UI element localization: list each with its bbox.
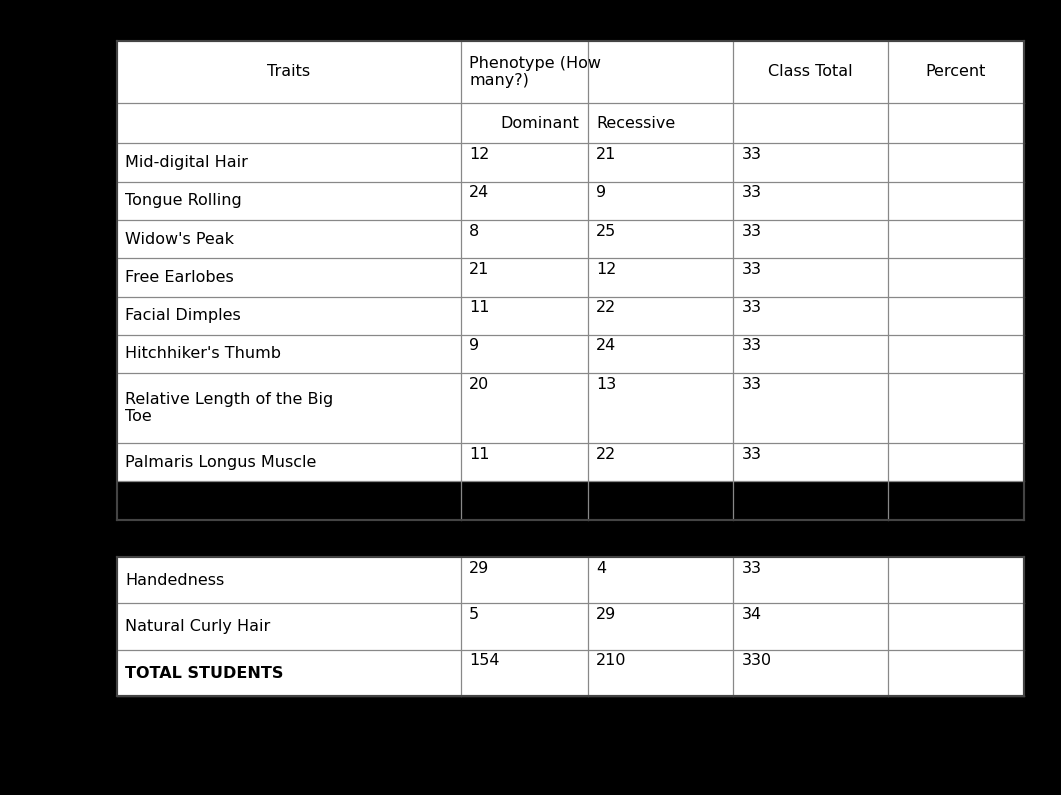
- Text: Natural Curly Hair: Natural Curly Hair: [125, 619, 271, 634]
- Text: 33: 33: [742, 185, 762, 200]
- Text: 5: 5: [469, 607, 480, 622]
- Text: 12: 12: [469, 147, 489, 162]
- Text: 33: 33: [742, 377, 762, 392]
- Text: 13: 13: [596, 377, 616, 392]
- Text: Facial Dimples: Facial Dimples: [125, 308, 241, 324]
- Text: Hitchhiker's Thumb: Hitchhiker's Thumb: [125, 347, 281, 362]
- Text: Bent Little Finger: Bent Little Finger: [125, 493, 263, 508]
- Text: 9: 9: [469, 339, 480, 354]
- Text: 24: 24: [469, 185, 489, 200]
- Text: Recessive: Recessive: [596, 115, 676, 130]
- Text: Percent: Percent: [926, 64, 986, 80]
- Text: Mid-digital Hair: Mid-digital Hair: [125, 155, 248, 170]
- Text: 34: 34: [742, 607, 762, 622]
- Text: 33: 33: [742, 447, 762, 462]
- Text: 33: 33: [742, 339, 762, 354]
- Text: Palmaris Longus Muscle: Palmaris Longus Muscle: [125, 455, 316, 470]
- Text: 330: 330: [742, 653, 771, 669]
- Text: Free Earlobes: Free Earlobes: [125, 270, 233, 285]
- Text: TOTAL STUDENTS: TOTAL STUDENTS: [125, 665, 283, 681]
- Text: Widow's Peak: Widow's Peak: [125, 231, 234, 246]
- Text: 4: 4: [596, 560, 607, 576]
- Text: 24: 24: [596, 339, 616, 354]
- Text: 33: 33: [742, 560, 762, 576]
- Text: Phenotype (How
many?): Phenotype (How many?): [469, 56, 602, 88]
- Text: 33: 33: [742, 485, 762, 500]
- Text: 12: 12: [596, 262, 616, 277]
- Text: 29: 29: [596, 485, 616, 500]
- Text: Dominant: Dominant: [501, 115, 579, 130]
- Text: 33: 33: [742, 147, 762, 162]
- Text: Traits: Traits: [267, 64, 310, 80]
- Text: 29: 29: [596, 607, 616, 622]
- Text: 210: 210: [596, 653, 627, 669]
- Bar: [457, 41, 464, 103]
- Text: 22: 22: [596, 447, 616, 462]
- Text: Handedness: Handedness: [125, 572, 225, 588]
- Text: 11: 11: [469, 447, 489, 462]
- Text: 25: 25: [596, 223, 616, 238]
- Text: 33: 33: [742, 262, 762, 277]
- Text: 20: 20: [469, 377, 489, 392]
- Text: 21: 21: [469, 262, 489, 277]
- Text: 11: 11: [469, 301, 489, 316]
- Text: 8: 8: [469, 223, 480, 238]
- Text: Class Total: Class Total: [768, 64, 853, 80]
- Bar: [585, 41, 591, 103]
- Bar: [117, 557, 1024, 696]
- Text: 29: 29: [469, 560, 489, 576]
- Text: 4: 4: [469, 485, 480, 500]
- Text: 154: 154: [469, 653, 500, 669]
- Text: Tongue Rolling: Tongue Rolling: [125, 193, 242, 208]
- Text: 22: 22: [596, 301, 616, 316]
- Text: Relative Length of the Big
Toe: Relative Length of the Big Toe: [125, 392, 333, 425]
- Text: 21: 21: [596, 147, 616, 162]
- Text: 33: 33: [742, 301, 762, 316]
- Text: 9: 9: [596, 185, 607, 200]
- Bar: [117, 41, 1024, 520]
- Text: 33: 33: [742, 223, 762, 238]
